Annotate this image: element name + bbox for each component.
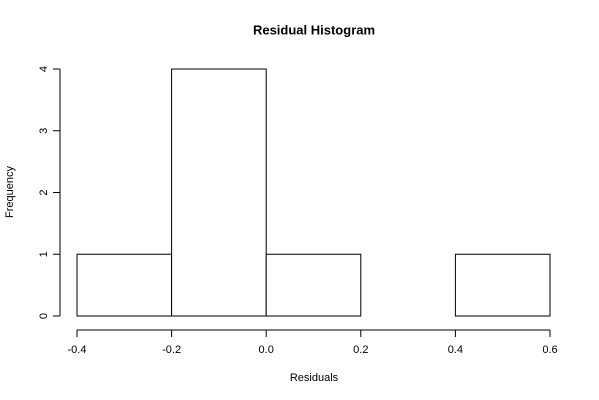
y-tick-label: 2 xyxy=(38,189,50,195)
x-axis-label: Residuals xyxy=(290,372,339,384)
chart-title: Residual Histogram xyxy=(253,22,375,37)
x-tick-label: -0.2 xyxy=(162,344,181,356)
x-tick-label: 0.2 xyxy=(353,344,368,356)
bar xyxy=(265,253,362,317)
x-tick-label: 0.4 xyxy=(448,344,463,356)
y-axis-label: Frequency xyxy=(4,166,16,218)
bar xyxy=(454,253,551,317)
bar xyxy=(171,68,267,317)
y-tick-label: 0 xyxy=(38,313,50,319)
y-tick-label: 1 xyxy=(38,251,50,257)
bar xyxy=(76,253,173,317)
x-tick-label: 0.0 xyxy=(259,344,274,356)
y-tick-label: 4 xyxy=(38,66,50,72)
x-tick-label: 0.6 xyxy=(542,344,557,356)
y-tick-label: 3 xyxy=(38,128,50,134)
x-tick-label: -0.4 xyxy=(68,344,87,356)
